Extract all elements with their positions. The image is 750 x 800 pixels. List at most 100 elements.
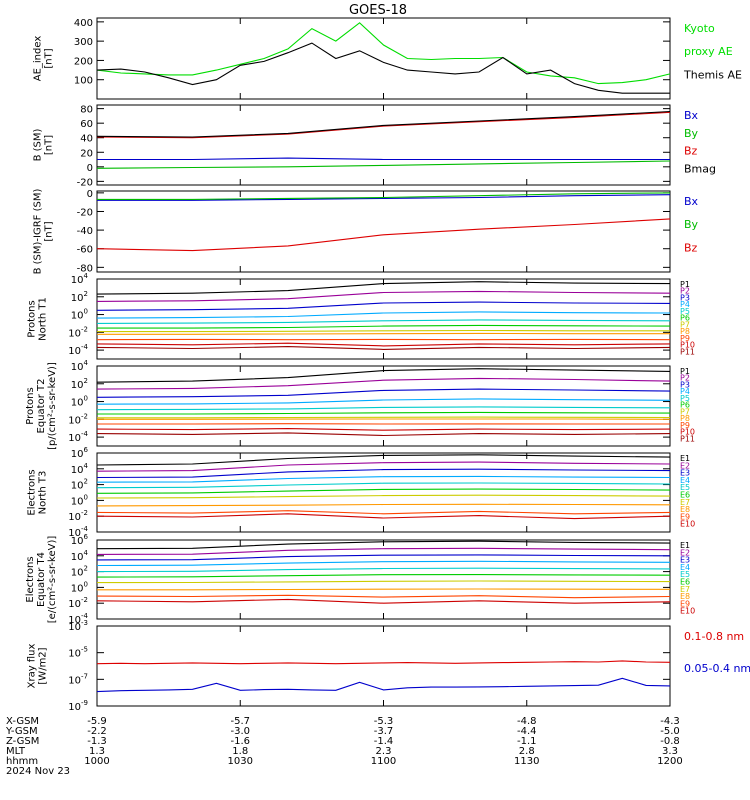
y-tick-label-pe: 10-2 (68, 412, 88, 426)
legend-label-ee: E2 (680, 548, 690, 557)
y-tick-label-base: 10 (68, 599, 81, 610)
y-tick-label-exponent: -4 (81, 430, 89, 438)
ephemeris-value: 1.8 (232, 746, 248, 757)
y-tick-label-exponent: 6 (84, 533, 89, 541)
series-line-pn-p10 (96, 342, 671, 347)
ephemeris-value: -1.1 (517, 736, 537, 747)
y-tick-label-exponent: 4 (84, 359, 89, 367)
legend-label-pe: P11 (680, 434, 695, 443)
y-tick-label-bsm: 40 (80, 134, 93, 145)
y-tick-label-en: 102 (71, 478, 88, 492)
legend-label-pn: P10 (680, 341, 695, 350)
series-line-en-e8 (96, 503, 671, 507)
y-tick-label-pe: 10-4 (68, 430, 88, 444)
series-line-ee-e7 (96, 580, 671, 584)
y-tick-label-en: 104 (71, 462, 89, 476)
series-line-ee-e1 (96, 540, 671, 550)
series-line-pe-p11 (96, 432, 671, 437)
ephemeris-value: -1.4 (374, 736, 394, 747)
y-tick-label-base: 80 (80, 105, 93, 116)
legend-label-pe: P8 (680, 414, 690, 423)
legend-label-pn: P9 (680, 334, 690, 343)
y-tick-label-base: 10 (68, 512, 81, 523)
y-tick-label-exponent: -2 (81, 412, 88, 420)
y-tick-label-base: 10 (71, 552, 84, 563)
ephemeris-date: 2024 Nov 23 (6, 766, 70, 777)
legend-label-pe: P4 (680, 387, 690, 396)
panel-frame-ee (96, 539, 671, 620)
ephemeris-value: -5.0 (660, 726, 680, 737)
y-tick-label-exponent: 0 (84, 308, 88, 316)
y-tick-label-base: 10 (71, 449, 84, 460)
y-tick-label-pn: 102 (71, 290, 88, 304)
ephemeris-value: -5.7 (230, 716, 250, 727)
y-tick-label-exponent: -9 (81, 699, 88, 707)
legend-label-ee: E4 (680, 563, 690, 572)
y-tick-label-pe: 102 (71, 377, 88, 391)
series-line-ee-e10 (96, 598, 671, 604)
y-tick-label-en: 10-2 (68, 509, 88, 523)
y-tick-label-pn: 10-2 (68, 325, 88, 339)
series-line-ee-e4 (96, 560, 671, 567)
legend-label-bsm: Bmag (684, 162, 716, 175)
y-tick-label-base: 20 (80, 148, 93, 159)
y-tick-label-pn: 100 (71, 308, 88, 322)
panel-frame-pn (96, 278, 671, 360)
y-tick-label-ee: 104 (71, 549, 89, 563)
series-line-pn-p1 (96, 281, 671, 295)
series-line-en-e3 (96, 468, 671, 479)
legend-label-en: E8 (680, 505, 690, 514)
legend-label-ae: Themis AE (683, 68, 742, 81)
y-tick-label-bigrf: 0 (87, 189, 93, 200)
ephemeris-value: 1000 (84, 756, 109, 767)
y-axis-label-en: Electrons (27, 469, 38, 515)
y-tick-label-bsm: 0 (87, 163, 93, 174)
ephemeris-value: -1.3 (87, 736, 107, 747)
y-tick-label-exponent: 4 (84, 549, 89, 557)
y-tick-label-base: 10 (71, 536, 84, 547)
y-axis-label-pn: Protons (27, 300, 38, 337)
y-tick-label-ee: 106 (71, 533, 89, 547)
y-tick-label-pe: 104 (71, 359, 89, 373)
legend-label-pn: P8 (680, 327, 690, 336)
y-tick-label-base: 10 (71, 380, 84, 391)
y-tick-label-ee: 10-4 (68, 612, 88, 626)
ephemeris-value: 1.3 (89, 746, 105, 757)
y-tick-label-exponent: 2 (84, 377, 88, 385)
ephemeris-value: -3.0 (230, 726, 250, 737)
legend-label-bsm: Bz (684, 145, 698, 158)
panel-frame-bigrf (96, 190, 671, 273)
y-axis-label-ee: Electrons (25, 556, 36, 602)
ephemeris-row-label: hhmm (6, 756, 38, 767)
y-tick-label-base: -20 (77, 177, 93, 188)
panel-frame-ae (96, 17, 671, 100)
series-line-pn-p3 (96, 301, 671, 311)
y-tick-label-ee: 100 (71, 580, 88, 594)
y-tick-label-base: 40 (80, 134, 93, 145)
series-line-bsm-bmag (96, 110, 671, 138)
legend-label-pn: P1 (680, 280, 690, 289)
series-line-pn-p4 (96, 311, 671, 319)
y-tick-label-en: 10-4 (68, 525, 88, 539)
y-tick-label-bigrf: -20 (77, 207, 93, 218)
series-line-bsm-bx (97, 157, 670, 161)
legend-label-ee: E3 (680, 556, 690, 565)
y-tick-label-base: 0 (87, 189, 93, 200)
legend-label-ee: E5 (680, 570, 690, 579)
legend-label-ee: E8 (680, 592, 690, 601)
y-tick-label-bigrf: -40 (77, 226, 93, 237)
legend-label-xray: 0.1-0.8 nm (684, 630, 744, 643)
y-tick-label-base: 10 (71, 465, 84, 476)
y-axis-label-xray: Xray flux (27, 644, 38, 689)
legend-label-bsm: By (684, 127, 699, 140)
legend-label-en: E6 (680, 491, 690, 500)
series-line-bigrf-bx (97, 194, 671, 201)
legend-label-ee: E9 (680, 599, 690, 608)
series-line-en-e1 (96, 454, 671, 466)
y-axis-label-ae: [nT] (44, 48, 55, 68)
y-tick-label-base: 10 (71, 362, 84, 373)
series-line-pn-p6 (97, 324, 671, 329)
series-line-pn-p7 (97, 329, 670, 333)
y-tick-label-base: 60 (80, 119, 93, 130)
y-axis-label-bigrf: [nT] (44, 221, 55, 241)
